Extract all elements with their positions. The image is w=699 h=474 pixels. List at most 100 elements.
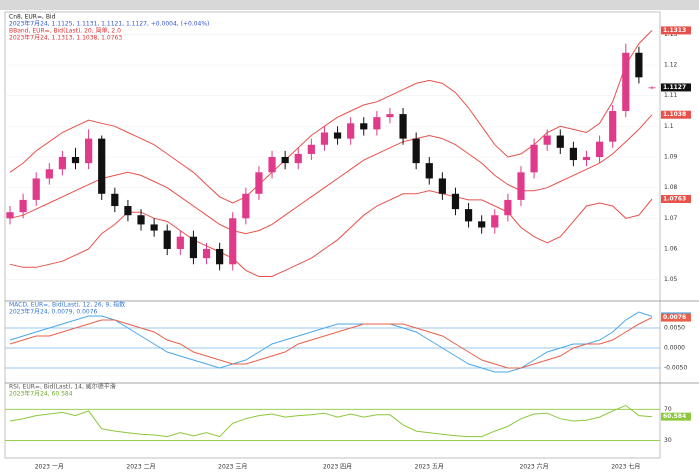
value-tag <box>661 313 691 322</box>
value-tag <box>661 412 691 421</box>
candle-body <box>622 52 630 112</box>
candle-body <box>255 172 263 194</box>
candle-body <box>478 221 486 228</box>
value-tag-label: 1.0763 <box>663 195 686 202</box>
y-tick-label: 1.12 <box>664 62 678 69</box>
candle-body <box>635 52 643 78</box>
candle-body <box>19 199 27 213</box>
candle-body <box>648 87 656 89</box>
x-tick-label: 2023 四月 <box>323 464 352 471</box>
candle-body <box>569 147 577 161</box>
x-tick-label: 2023 七月 <box>611 463 640 471</box>
candle-body <box>124 206 132 216</box>
candle-body <box>216 248 224 265</box>
candle-body <box>307 144 315 154</box>
candle-body <box>504 199 512 216</box>
legend-line: 2023年7月24, 0.0079, 0.0076 <box>9 308 98 316</box>
y-tick-label: 0.0050 <box>664 325 685 332</box>
y-tick-label: -0.0050 <box>664 365 687 372</box>
legend-line: 2023年7月24, 1.1125, 1.1131, 1.1121, 1.112… <box>9 20 209 28</box>
candle-body <box>425 163 433 179</box>
band-line <box>9 190 653 277</box>
y-tick-label: 30 <box>664 437 672 444</box>
candle-body <box>58 157 67 170</box>
value-tag-label: 1.1038 <box>663 111 686 118</box>
legend-line: 2023年7月24, 60.584 <box>9 390 73 398</box>
y-tick-label: 70 <box>664 406 672 413</box>
candle-body <box>85 138 93 164</box>
plot-frame <box>4 11 661 459</box>
candle-body <box>150 224 158 231</box>
value-tag-label: 1.1313 <box>663 27 686 34</box>
candle-body <box>111 193 119 207</box>
candle-body <box>71 157 80 164</box>
legend-line: BBand, EUR=, Bid(Last), 20, 简单, 2.0 <box>9 27 121 35</box>
candle-body <box>543 135 551 145</box>
candle-body <box>333 132 342 139</box>
y-tick-label: 1.1 <box>664 123 674 130</box>
legend-line: 2023年7月24, 1.1313, 1.1038, 1.0763 <box>9 34 122 42</box>
candle-body <box>491 215 499 228</box>
series-line <box>9 404 653 438</box>
value-tag <box>661 110 691 119</box>
candle-body <box>229 218 237 265</box>
series-line <box>9 317 653 369</box>
candle-body <box>294 153 302 164</box>
x-tick-label: 2023 五月 <box>415 464 444 471</box>
legend-line: RSI, EUR=, Bid(Last), 14, 威尔德平滑 <box>9 383 116 391</box>
legend-line: MACD, EUR=, Bid(Last), 12, 26, 9, 指数 <box>9 301 125 309</box>
x-tick-label: 2023 二月 <box>126 464 155 471</box>
y-tick-label: 0.0000 <box>664 345 685 352</box>
value-tag <box>661 26 691 35</box>
candle-body <box>360 123 368 130</box>
band-line <box>9 114 653 235</box>
y-tick-label: 1.08 <box>664 184 678 191</box>
candle-body <box>163 230 171 249</box>
candle-body <box>412 138 420 164</box>
candle-body <box>373 117 381 130</box>
candle-body <box>176 236 184 249</box>
y-tick-label: 1.09 <box>664 154 678 161</box>
value-tag-label: 60.584 <box>663 413 686 420</box>
candle-body <box>595 141 604 157</box>
title-bar <box>0 0 699 10</box>
x-tick-label: 2023 一月 <box>35 464 64 471</box>
value-tag <box>661 83 691 92</box>
candle-body <box>242 193 250 219</box>
candle-body <box>98 138 106 194</box>
candle-body <box>517 172 525 200</box>
y-tick-label: 1.07 <box>664 215 678 222</box>
candle-body <box>347 123 355 139</box>
y-tick-label: 1.06 <box>664 245 678 252</box>
candle-body <box>530 144 538 173</box>
candle-body <box>556 135 564 148</box>
candle-body <box>386 114 394 118</box>
y-tick-label: 1.05 <box>664 276 678 283</box>
candle-body <box>609 111 617 142</box>
candle-body <box>268 157 276 173</box>
candle-body <box>451 193 460 210</box>
candle-body <box>45 169 53 179</box>
x-tick-label: 2023 三月 <box>218 464 247 471</box>
candle-body <box>464 209 473 222</box>
candle-body <box>32 178 40 200</box>
y-tick-label: 1.11 <box>664 92 678 99</box>
value-tag-label: 0.0076 <box>663 314 686 321</box>
candle-body <box>6 212 14 219</box>
candle-body <box>399 114 407 139</box>
candle-body <box>320 132 329 145</box>
band-line <box>9 30 653 204</box>
candle-body <box>137 215 145 225</box>
candle-body <box>189 236 198 259</box>
candle-body <box>281 157 289 164</box>
value-tag-label: 1.1127 <box>663 84 686 91</box>
candle-body <box>582 157 591 161</box>
x-tick-label: 2023 六月 <box>519 463 548 471</box>
candle-body <box>438 178 446 194</box>
value-tag <box>661 194 691 203</box>
legend-line: Cn8, EUR=, Bid <box>9 14 56 21</box>
candle-body <box>202 248 211 259</box>
series-line <box>9 311 653 373</box>
